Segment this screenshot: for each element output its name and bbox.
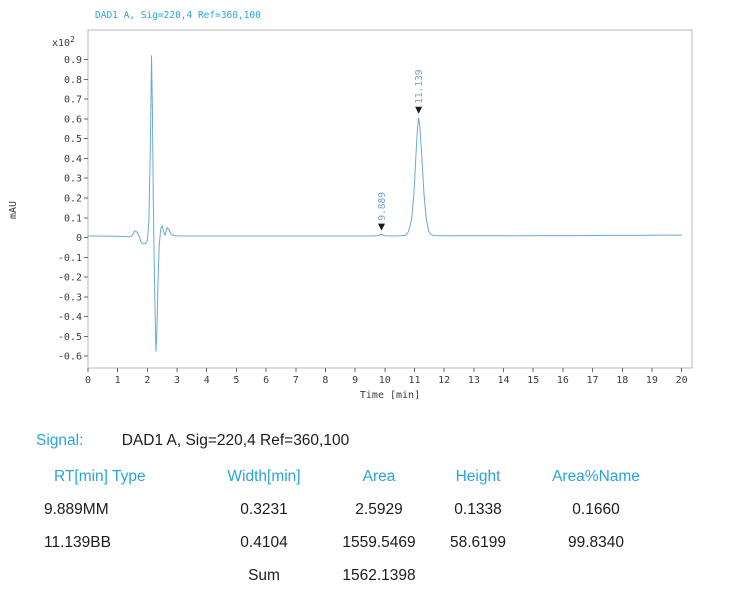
x-tick-label: 8 [322,375,328,386]
signal-row: Signal: DAD1 A, Sig=220,4 Ref=360,100 [36,432,349,450]
table-row: 9.889MM 0.3231 2.5929 0.1338 0.1660 [44,493,660,526]
y-tick-label: -0.4 [58,312,82,323]
y-tick-label: 0.5 [64,134,82,145]
x-tick-label: 17 [587,375,599,386]
x-tick-label: 14 [498,375,510,386]
x-tick-label: 1 [115,375,121,386]
y-tick-label: 0.9 [64,55,82,66]
x-tick-label: 12 [438,375,450,386]
table-cell: 2.5929 [355,500,403,518]
table-cell: 0.1660 [572,500,620,518]
column-header: Width[min] [227,467,301,485]
table-cell [44,559,194,591]
x-tick-label: 20 [676,375,688,386]
peak-rt-label: 9.889 [377,192,388,221]
column-header: RT[min] Type [54,467,146,485]
x-tick-label: 0 [85,375,91,386]
table-cell: 0.4104 [240,533,288,551]
y-tick-label: 0.1 [64,213,82,224]
y-axis-label: mAU [8,201,19,219]
results-table: RT[min] Type Width[min] Area Height Area%Nam… [44,460,660,591]
table-cell [424,559,532,591]
x-tick-label: 5 [233,375,239,386]
x-tick-label: 7 [293,375,299,386]
y-tick-label: -0.6 [58,352,82,363]
x-axis-label: Time [min] [360,390,420,401]
table-cell: 58.6199 [449,533,507,551]
column-header: Area%Name [552,467,640,485]
y-tick-label: -0.3 [58,292,82,303]
x-tick-label: 6 [263,375,269,386]
x-tick-label: 9 [352,375,358,386]
x-tick-label: 3 [174,375,180,386]
signal-trace-line [87,55,683,352]
table-cell [532,559,660,591]
x-tick-label: 19 [646,375,658,386]
x-tick-label: 4 [204,375,210,386]
chromatogram-chart: DAD1 A, Sig=220,4 Ref=360,100 x102 mAU 0… [8,10,693,401]
table-cell: 0.1338 [454,500,502,518]
x-tick-label: 18 [616,375,628,386]
x-axis-ticks: 0 1 2 3 4 5 6 7 8 9 10 11 12 13 14 15 16 17 18 19 20 [85,368,688,386]
x-tick-label: 10 [379,375,391,386]
table-cell: 1562.1398 [342,566,416,584]
y-tick-label: -0.5 [58,332,82,343]
peak-annotations: 9.889 11.139 [377,69,425,231]
y-tick-label: 0.2 [64,194,82,205]
chromatogram-trace [87,55,683,352]
x-tick-label: 2 [144,375,150,386]
y-tick-label: 0.3 [64,174,82,185]
peak-rt-label: 11.139 [414,69,425,104]
y-tick-label: 0.4 [64,154,82,165]
y-axis-ticks: 0.9 0.8 0.7 0.6 0.5 0.4 0.3 0.2 0.1 0 -0.1 -0.2 -0.3… [58,55,88,363]
peak-marker-triangle-icon [378,223,386,231]
column-header: Height [455,467,501,485]
chart-title: DAD1 A, Sig=220,4 Ref=360,100 [95,10,261,21]
x-tick-label: 16 [557,375,569,386]
table-row: Sum 1562.1398 [44,559,660,591]
y-tick-label: 0 [76,233,82,244]
table-cell: 9.889MM [44,500,109,518]
table-cell: 99.8340 [567,533,625,551]
table-cell: 1559.5469 [342,533,416,551]
y-tick-label: 0.6 [64,114,82,125]
signal-label: Signal: [36,432,84,449]
x-tick-label: 15 [527,375,539,386]
table-header-row: RT[min] Type Width[min] Area Height Area%Nam… [44,460,660,493]
table-cell: Sum [248,566,280,584]
y-tick-label: -0.2 [58,273,82,284]
x-tick-label: 13 [468,375,480,386]
column-header: Area [362,467,396,485]
y-tick-label: 0.7 [64,95,82,106]
table-cell: 11.139BB [44,533,111,551]
y-axis-multiplier: x102 [52,35,75,49]
table-row: 11.139BB 0.4104 1559.5469 58.6199 99.8340 [44,526,660,559]
signal-value: DAD1 A, Sig=220,4 Ref=360,100 [121,432,350,449]
plot-area-border [87,29,693,369]
peak-marker-triangle-icon [415,106,423,114]
y-tick-label: -0.1 [58,253,82,264]
table-cell: 0.3231 [240,500,288,518]
y-tick-label: 0.8 [64,75,82,86]
x-tick-label: 11 [408,375,420,386]
